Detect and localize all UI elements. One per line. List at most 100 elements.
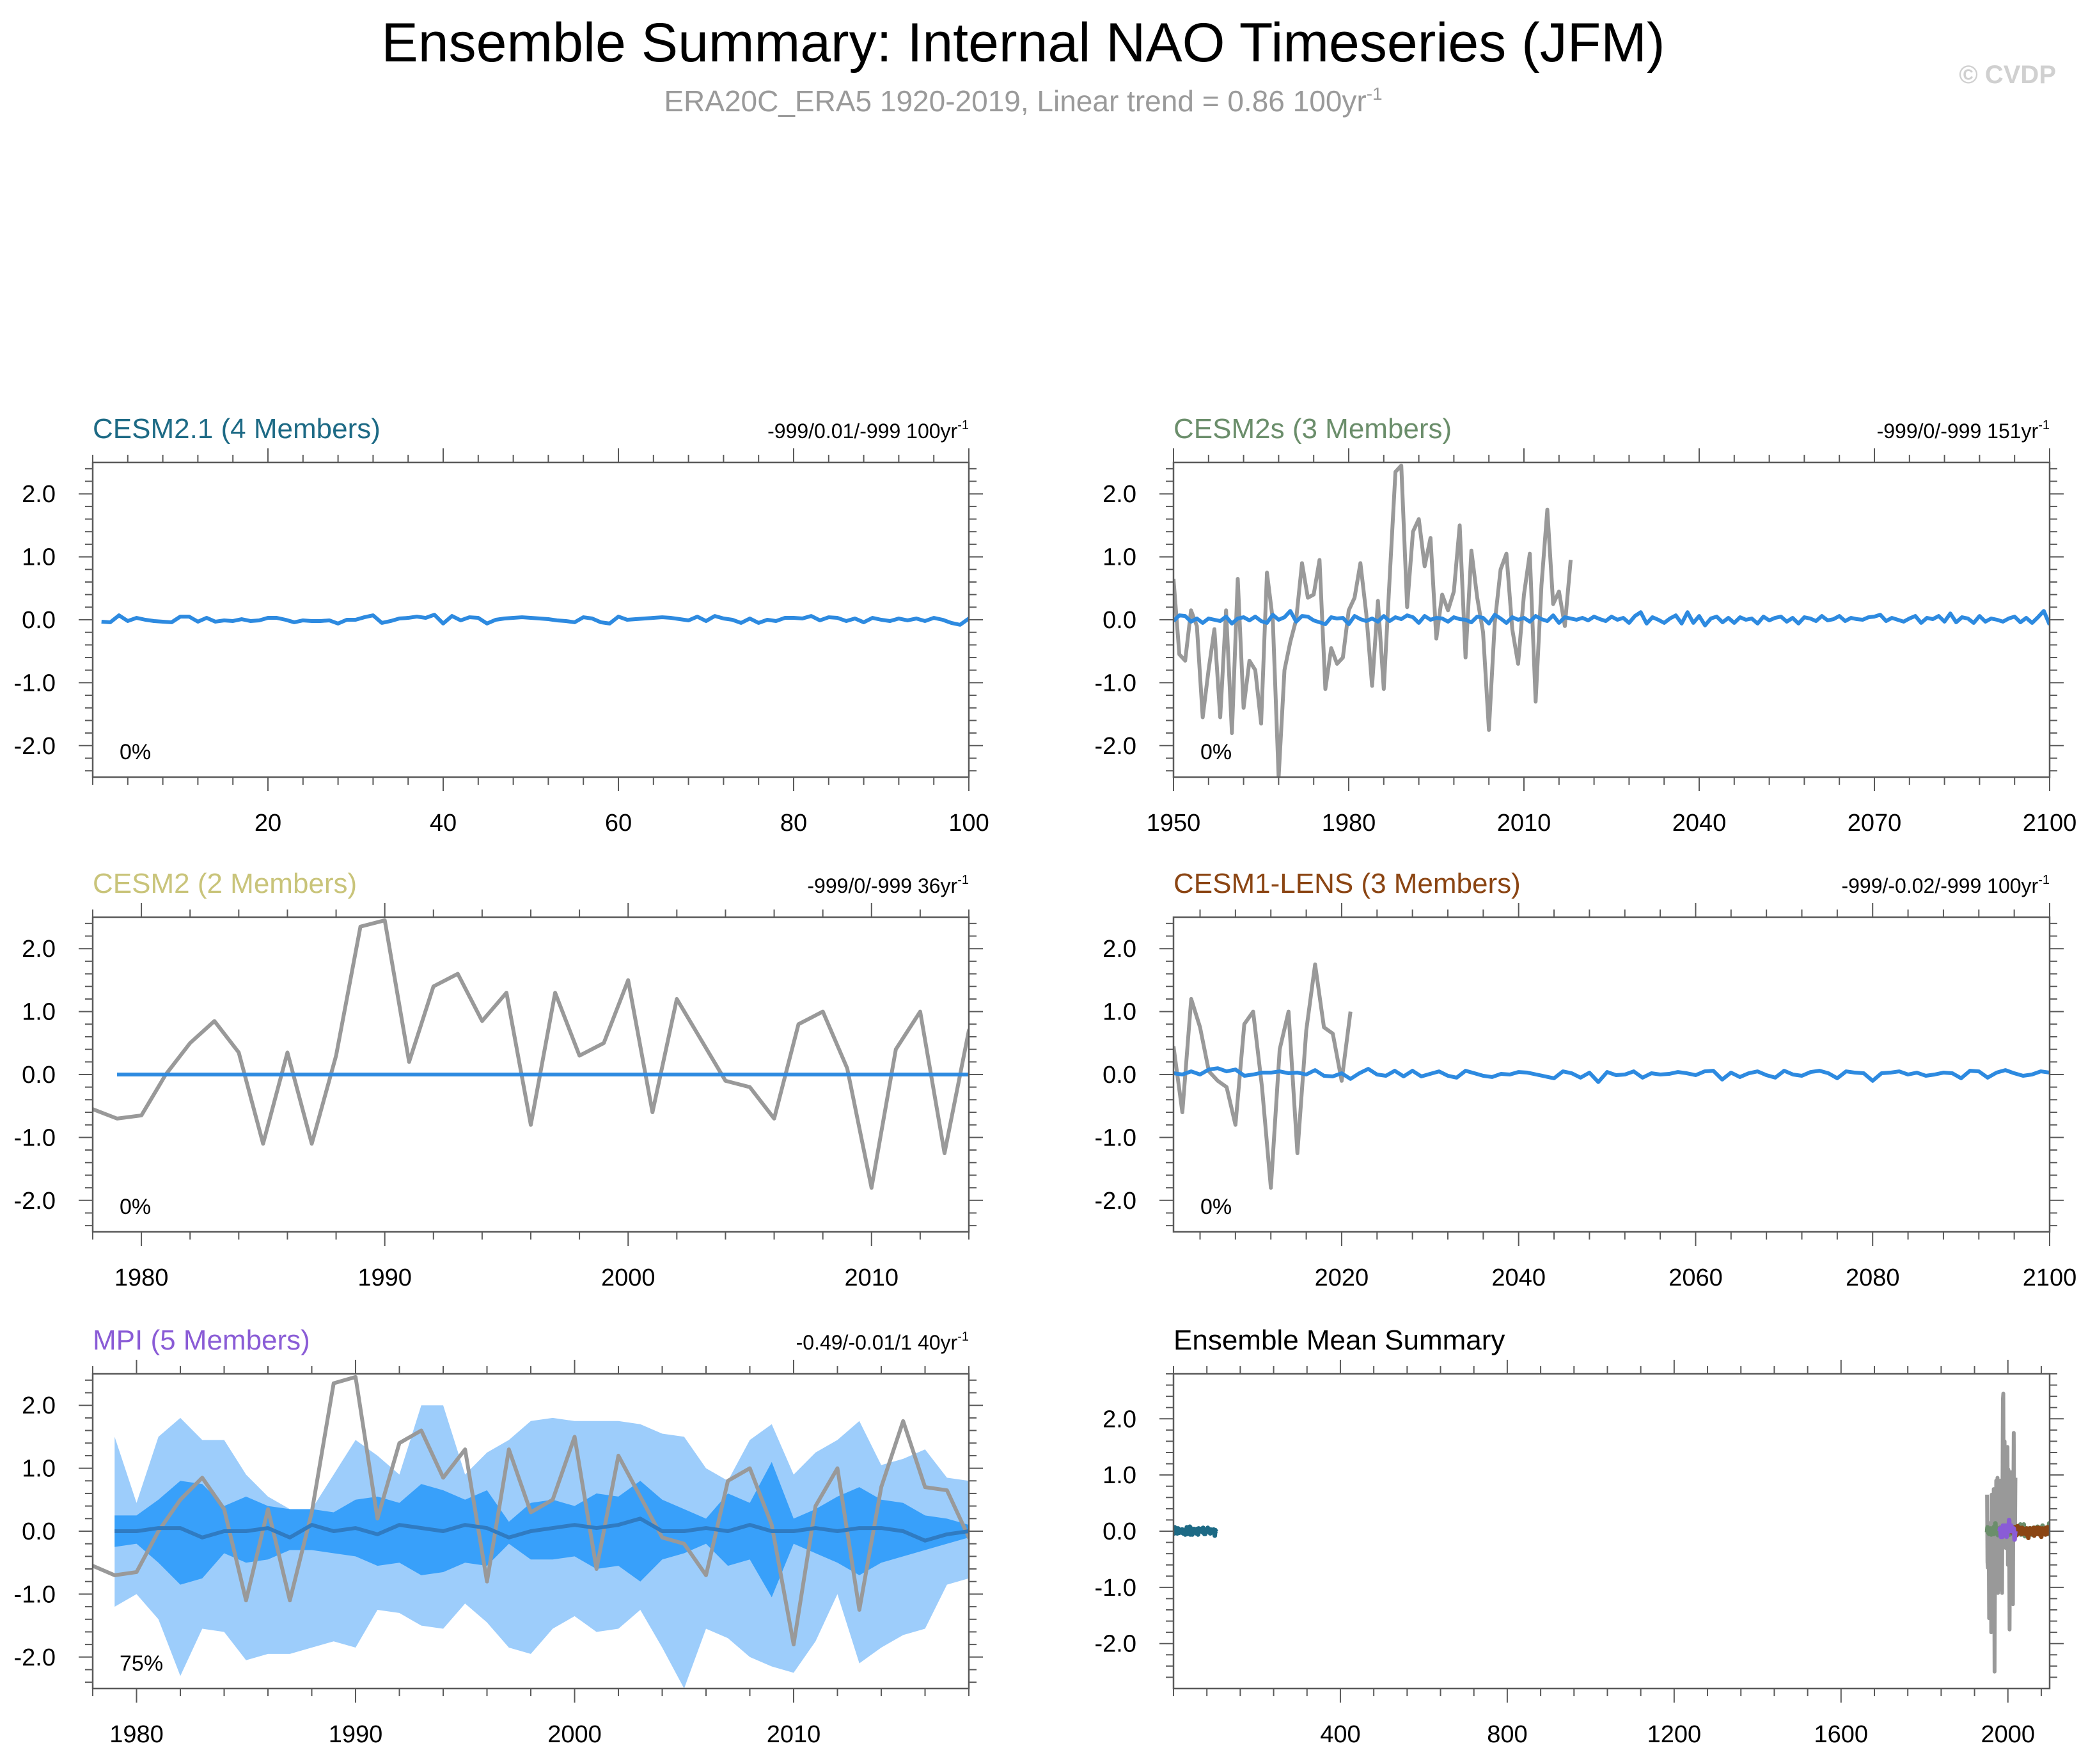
panel-stats: -999/-0.02/-999 100yr-1 — [1841, 873, 2050, 897]
y-tick-label: 1.0 — [22, 544, 56, 571]
x-tick-label: 2000 — [601, 1264, 655, 1291]
observation-line — [93, 918, 969, 1190]
stats-text: -999/0/-999 151yr — [1877, 420, 2039, 443]
panel-stats: -999/0/-999 151yr-1 — [1877, 418, 2050, 443]
plot-area — [93, 918, 969, 1190]
x-tick-label: 2000 — [547, 1721, 602, 1748]
y-tick-label: 2.0 — [1103, 1406, 1136, 1433]
y-tick-label: 0.0 — [1103, 607, 1136, 634]
y-tick-label: 2.0 — [22, 936, 56, 963]
x-tick-label: 2010 — [767, 1721, 821, 1748]
ensemble-mean-line-cesm21 — [1174, 1524, 1219, 1538]
subtitle-exponent: -1 — [1367, 84, 1383, 104]
x-tick-label: 1980 — [109, 1721, 164, 1748]
x-tick-label: 100 — [948, 810, 989, 837]
stats-text: -0.49/-0.01/1 40yr — [796, 1331, 958, 1354]
panel-cesm2: CESM2 (2 Members) -999/0/-999 36yr-1 -2.0 -… — [14, 868, 983, 1291]
panel-title: Ensemble Mean Summary — [1174, 1325, 1505, 1356]
observation-line — [1174, 962, 1353, 1190]
stats-text: -999/-0.02/-999 100yr — [1841, 874, 2038, 897]
x-tick-label: 800 — [1487, 1721, 1527, 1748]
x-tick-label: 2070 — [1848, 810, 1902, 837]
subtitle-text: ERA20C_ERA5 1920-2019, Linear trend = 0.… — [664, 84, 1366, 118]
y-tick-label: 1.0 — [1103, 1462, 1136, 1489]
ensemble-mean-line — [101, 613, 969, 627]
panel-title: CESM2.1 (4 Members) — [93, 413, 381, 445]
percent-label: 0% — [120, 740, 151, 764]
stats-text: -999/0/-999 36yr — [807, 874, 957, 897]
plot-area — [1174, 463, 2050, 777]
x-tick-label: 2040 — [1491, 1264, 1546, 1291]
x-tick-label: 400 — [1320, 1721, 1360, 1748]
y-tick-label: 1.0 — [1103, 999, 1136, 1026]
main-title: Ensemble Summary: Internal NAO Timeserie… — [381, 12, 1665, 74]
percent-label: 0% — [1200, 1195, 1232, 1219]
x-tick-label: 2080 — [1846, 1264, 1900, 1291]
panel-title: CESM2 (2 Members) — [93, 868, 357, 899]
y-tick-label: -2.0 — [14, 1644, 56, 1671]
y-tick-label: -1.0 — [1095, 670, 1136, 697]
x-tick-label: 1950 — [1147, 810, 1201, 837]
stats-exponent: -1 — [957, 873, 969, 887]
y-tick-label: 2.0 — [22, 1392, 56, 1419]
percent-label: 0% — [1200, 740, 1232, 764]
y-tick-label: 0.0 — [1103, 1062, 1136, 1089]
x-tick-label: 80 — [780, 810, 807, 837]
x-tick-label: 1990 — [357, 1264, 412, 1291]
y-tick-label: -2.0 — [1095, 733, 1136, 760]
x-tick-label: 40 — [430, 810, 457, 837]
plot-area — [101, 613, 969, 627]
panel-cesm2s: CESM2s (3 Members) -999/0/-999 151yr-1 -2.… — [1095, 413, 2077, 837]
panel-stats: -0.49/-0.01/1 40yr-1 — [796, 1330, 969, 1354]
y-tick-label: -1.0 — [1095, 1575, 1136, 1602]
panel-stats: -999/0/-999 36yr-1 — [807, 873, 969, 897]
y-tick-label: -2.0 — [14, 1188, 56, 1215]
y-tick-label: 0.0 — [22, 1518, 56, 1545]
x-tick-label: 1980 — [114, 1264, 169, 1291]
x-tick-label: 2010 — [845, 1264, 899, 1291]
stats-exponent: -1 — [957, 1330, 969, 1344]
panel-title: CESM1-LENS (3 Members) — [1174, 868, 1521, 899]
observation-line — [1174, 463, 1573, 777]
y-tick-label: 1.0 — [22, 1456, 56, 1483]
y-tick-label: -2.0 — [14, 733, 56, 760]
panel-summary: Ensemble Mean Summary -2.0 -1.0 0.0 1.0 2.0 40… — [1095, 1325, 2064, 1748]
ensemble-mean-line — [114, 1516, 969, 1543]
panel-cesm21: CESM2.1 (4 Members) -999/0.01/-999 100yr-… — [14, 413, 989, 837]
panel-cesm1: CESM1-LENS (3 Members) -999/-0.02/-999 10… — [1095, 868, 2077, 1291]
y-tick-label: -1.0 — [14, 1581, 56, 1608]
y-tick-label: 2.0 — [1103, 481, 1136, 508]
x-tick-label: 1200 — [1647, 1721, 1702, 1748]
panel-stats: -999/0.01/-999 100yr-1 — [767, 418, 969, 443]
ensemble-mean-line-mpi — [1997, 1517, 2018, 1542]
percent-label: 75% — [120, 1651, 163, 1676]
y-tick-label: -2.0 — [1095, 1631, 1136, 1658]
y-tick-label: -1.0 — [14, 1124, 56, 1151]
x-tick-label: 2020 — [1315, 1264, 1369, 1291]
panel-title: MPI (5 Members) — [93, 1325, 310, 1356]
x-tick-label: 2060 — [1668, 1264, 1723, 1291]
y-tick-label: 1.0 — [22, 999, 56, 1026]
observation-line — [93, 1374, 969, 1647]
watermark: © CVDP — [1959, 61, 2056, 89]
ensemble-mean-line — [1174, 609, 2050, 627]
plot-area — [1174, 962, 2050, 1190]
x-tick-label: 20 — [255, 810, 281, 837]
panels: CESM2.1 (4 Members) -999/0.01/-999 100yr-… — [14, 413, 2077, 1748]
y-tick-label: -1.0 — [1095, 1124, 1136, 1151]
x-tick-label: 1980 — [1322, 810, 1376, 837]
plot-area — [1174, 1391, 2050, 1674]
x-tick-label: 2040 — [1672, 810, 1727, 837]
x-tick-label: 1600 — [1814, 1721, 1869, 1748]
x-tick-label: 2000 — [1981, 1721, 2035, 1748]
panel-mpi: MPI (5 Members) -0.49/-0.01/1 40yr-1 -2.0 -… — [14, 1325, 983, 1748]
stats-exponent: -1 — [957, 418, 969, 432]
y-tick-label: -2.0 — [1095, 1188, 1136, 1215]
subtitle: ERA20C_ERA5 1920-2019, Linear trend = 0.… — [664, 84, 1382, 118]
percent-label: 0% — [120, 1195, 151, 1219]
plot-area — [93, 1374, 969, 1689]
y-tick-label: 2.0 — [22, 481, 56, 508]
x-tick-label: 2100 — [2023, 1264, 2077, 1291]
y-tick-label: 2.0 — [1103, 936, 1136, 963]
x-tick-label: 60 — [605, 810, 632, 837]
